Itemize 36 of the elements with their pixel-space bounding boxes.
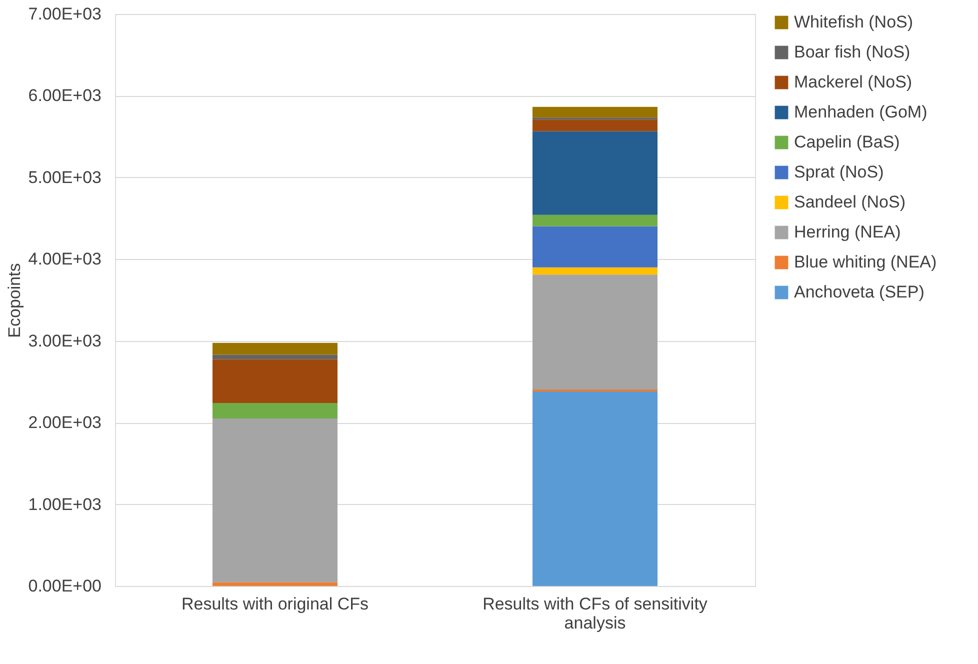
bar xyxy=(532,267,658,275)
y-tick-label: 2.00E+03 xyxy=(28,413,102,432)
bar xyxy=(212,402,338,418)
bar xyxy=(212,342,338,355)
y-tick-label: 1.00E+03 xyxy=(28,494,102,514)
legend-label: Capelin (BaS) xyxy=(794,132,900,152)
legend-label: Blue whiting (NEA) xyxy=(794,252,937,272)
legend-label: Anchoveta (SEP) xyxy=(794,282,924,302)
legend-label: Menhaden (GoM) xyxy=(794,102,928,122)
legend-label: Whitefish (NoS) xyxy=(794,12,914,32)
legend-label: Herring (NEA) xyxy=(794,222,901,242)
legend-label: Sandeel (NoS) xyxy=(794,192,906,212)
bar xyxy=(532,131,658,215)
bar xyxy=(532,389,658,392)
bar xyxy=(532,106,658,118)
x-tick-label: Results with original CFs xyxy=(181,594,369,614)
y-axis-title: Ecopoints xyxy=(5,263,24,338)
y-tick-label: 4.00E+03 xyxy=(28,250,102,269)
y-tick-label: 5.00E+03 xyxy=(28,168,102,187)
bar xyxy=(532,226,658,268)
legend-label: Boar fish (NoS) xyxy=(794,42,910,62)
legend-label: Sprat (NoS) xyxy=(794,162,884,182)
bar xyxy=(532,274,658,390)
bar xyxy=(212,359,338,403)
x-tick-label: Results with CFs of sensitivity analysis xyxy=(482,594,708,632)
y-tick-label: 6.00E+03 xyxy=(28,86,102,106)
y-tick-label: 3.00E+03 xyxy=(28,331,102,350)
legend-label: Mackerel (NoS) xyxy=(794,72,912,92)
bar xyxy=(532,120,658,132)
bar xyxy=(212,582,338,586)
bar xyxy=(212,418,338,582)
bar xyxy=(532,214,658,226)
y-tick-label: 0.00E+00 xyxy=(28,576,102,596)
y-tick-label: 7.00E+03 xyxy=(28,4,102,24)
bar xyxy=(532,392,658,586)
bar xyxy=(212,354,338,360)
